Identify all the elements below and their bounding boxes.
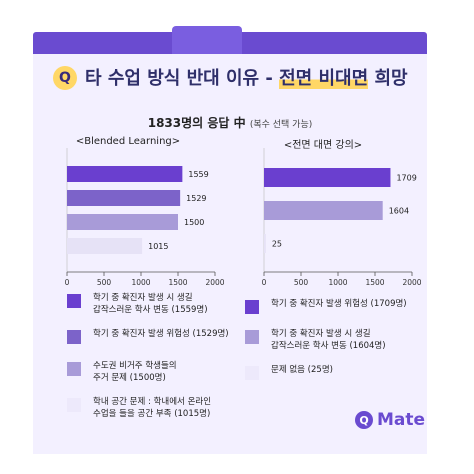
x-tick-label: 0 [262,278,267,287]
subtitle: 1833명의 응답 中 (복수 선택 가능) [33,114,427,131]
title-suffix: 희망 [368,68,408,89]
legend-label: 학기 중 확진자 발생 위험성 (1529명) [93,329,229,339]
content-card: Q 타 수업 방식 반대 이유 - 전면 비대면 희망 1833명의 응답 中 … [33,54,427,454]
legend-right-item-2: 문제 없음 (25명) [245,364,333,380]
bar-value-label: 25 [272,240,282,249]
x-tick-label: 1500 [168,278,187,287]
bar [67,214,178,230]
legend-right-item-0: 학기 중 확진자 발생 위험성 (1709명) [245,298,407,314]
x-tick-label: 500 [294,278,309,287]
legend-swatch [67,294,81,308]
legend-right-item-1: 학기 중 확진자 발생 시 생길 갑작스러운 학사 변동 (1604명) [245,328,386,352]
chart-right: 0 500 1000 1500 2000 1709 1604 25 [262,148,422,287]
logo-text: Mate [377,410,426,430]
legend-swatch [67,330,81,344]
legend-swatch [67,398,81,412]
legend-left-item-1: 학기 중 확진자 발생 위험성 (1529명) [67,328,229,344]
bar-value-label: 1500 [184,218,204,227]
bar-value-label: 1604 [389,207,409,216]
logo-icon: Q [355,411,373,429]
legend-swatch [245,300,259,314]
legend-label: 학기 중 확진자 발생 위험성 (1709명) [271,299,407,309]
legend-left-item-2: 수도권 비거주 학생들의 주거 문제 (1500명) [67,360,177,384]
legend-swatch [245,330,259,344]
legend-left-item-3: 학내 공간 문제 : 학내에서 온라인 수업을 들을 공간 부족 (1015명) [67,396,211,420]
legend-label: 학내 공간 문제 : 학내에서 온라인 수업을 들을 공간 부족 (1015명) [93,397,212,419]
title-plain: 타 수업 방식 반대 이유 - [85,68,280,89]
q-badge: Q [53,66,77,90]
x-tick-label: 0 [65,278,70,287]
subtitle-main: 1833명의 응답 中 [147,116,250,130]
header: Q 타 수업 방식 반대 이유 - 전면 비대면 희망 [33,54,427,104]
title-highlight: 전면 비대면 [279,68,369,89]
x-tick-label: 2000 [402,278,421,287]
legend-swatch [245,366,259,380]
bar-value-label: 1529 [186,194,206,203]
x-tick-label: 1000 [328,278,347,287]
x-tick-label: 1500 [365,278,384,287]
subtitle-note: (복수 선택 가능) [249,120,313,130]
bar-value-label: 1709 [396,174,416,183]
chart-title-left: <Blended Learning> [75,136,181,147]
legend-label: 수도권 비거주 학생들의 주거 문제 (1500명) [93,361,177,383]
bar-value-label: 1559 [188,170,208,179]
mate-logo: Q Mate [355,410,425,430]
x-tick-label: 1000 [131,278,150,287]
bar-value-label: 1015 [148,242,168,251]
active-tab-indicator [172,26,242,54]
legend-swatch [67,362,81,376]
legend-label: 학기 중 확진자 발생 시 생길 갑작스러운 학사 변동 (1559명) [93,293,208,315]
legend: 학기 중 확진자 발생 시 생길 갑작스러운 학사 변동 (1559명) 학기 … [33,292,427,442]
legend-label: 학기 중 확진자 발생 시 생길 갑작스러운 학사 변동 (1604명) [271,329,386,351]
page-title: 타 수업 방식 반대 이유 - 전면 비대면 희망 [85,64,408,90]
bar [264,201,383,220]
legend-label: 문제 없음 (25명) [271,365,333,375]
bar [67,166,183,182]
x-tick-label: 500 [97,278,112,287]
x-tick-label: 2000 [205,278,224,287]
chart-title-right: <전면 대면 강의> [283,140,363,151]
bar [264,234,266,253]
legend-left-item-0: 학기 중 확진자 발생 시 생길 갑작스러운 학사 변동 (1559명) [67,292,208,316]
chart-left: 0 500 1000 1500 2000 1559 1529 1500 1015 [65,148,225,287]
bar [67,238,143,254]
bar [264,168,391,187]
bar [67,190,181,206]
